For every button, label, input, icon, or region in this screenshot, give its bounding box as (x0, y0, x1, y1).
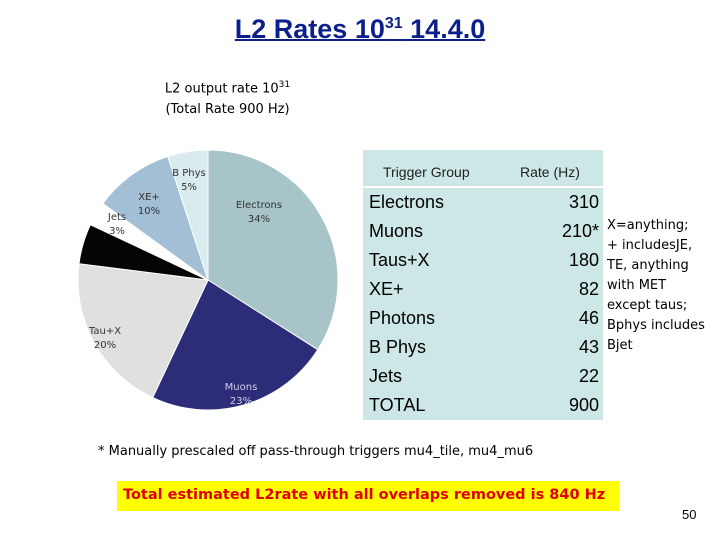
page-number: 50 (682, 507, 697, 522)
pie-slice-b-phys (167, 149, 209, 281)
pie-slice-muons (151, 279, 319, 411)
slide-title-base: L2 Rates 10 (234, 14, 385, 44)
pie-label-percent: 34% (248, 214, 270, 225)
pie-chart: Electrons 34% Muons 23% Tau+X 20% Jets 3% XE+ 10%… (77, 149, 339, 411)
table-row: Jets 22 (363, 366, 603, 395)
pie-label-jets: Jets 3% (107, 212, 126, 237)
note-line: with MET (607, 278, 667, 293)
trigger-group-cell: Photons (369, 308, 436, 328)
pie-label-name: Tau+X (88, 326, 121, 337)
chart-title-line1: L2 output rate 1031 (120, 75, 335, 99)
chart-title: L2 output rate 1031 (Total Rate 900 Hz) (120, 75, 335, 120)
pie-slice-xe- (102, 155, 209, 282)
trigger-group-cell: Muons (369, 221, 424, 241)
pie-label-tau-x: Tau+X 20% (88, 326, 121, 351)
pie-label-percent: 20% (94, 340, 116, 351)
rate-cell: 22 (578, 366, 599, 386)
note-line: Bjet (607, 338, 633, 353)
pie-label-percent: 5% (181, 182, 197, 193)
note-line: X=anything; (607, 218, 689, 233)
table-row: XE+ 82 (363, 279, 603, 308)
table-divider (363, 186, 603, 188)
slide-title-exponent: 31 (384, 15, 403, 32)
pie-label-percent: 23% (230, 396, 252, 407)
table-row: Electrons 310 (363, 192, 603, 221)
table-row: Muons 210* (363, 221, 603, 250)
rate-cell: 180 (568, 250, 599, 270)
pie-label-xe-: XE+ 10% (138, 192, 160, 217)
rate-cell: 82 (578, 279, 599, 299)
note-line: TE, anything (607, 258, 689, 273)
slide-title-text: L2 Rates 1031 14.4.0 (235, 14, 485, 44)
table-row: Taus+X 180 (363, 250, 603, 279)
rate-cell: 43 (578, 337, 599, 357)
pie-label-name: Electrons (236, 200, 282, 211)
pie-label-name: Muons (225, 382, 258, 393)
note-line: except taus; (607, 298, 688, 313)
highlight-box: Total estimated L2rate with all overlaps… (117, 481, 619, 511)
rate-table: Trigger Group Rate (Hz) Electrons 310 Muon… (363, 150, 603, 420)
slide-title: L2 Rates 1031 14.4.0 (0, 14, 720, 45)
pie-slice-electrons (207, 149, 339, 351)
note-line: Bphys includes (607, 318, 705, 333)
trigger-group-cell: Taus+X (369, 250, 430, 270)
pie-label-b-phys: B Phys 5% (172, 168, 206, 193)
table-row: TOTAL 900 (363, 395, 603, 424)
trigger-group-cell: XE+ (369, 279, 404, 299)
pie-slice-tau-x (77, 263, 209, 399)
pie-label-name: B Phys (172, 168, 206, 179)
pie-label-name: XE+ (138, 192, 160, 203)
trigger-group-cell: Electrons (369, 192, 445, 212)
trigger-group-cell: TOTAL (369, 395, 426, 415)
trigger-group-cell: Jets (369, 366, 403, 386)
pie-label-muons: Muons 23% (225, 382, 258, 407)
trigger-note: X=anything; + includesJE, TE, anything with… (607, 216, 719, 356)
chart-title-line1-exponent: 31 (278, 80, 291, 90)
table-row: Photons 46 (363, 308, 603, 337)
chart-title-line1-base: L2 output rate 10 (164, 81, 279, 97)
pie-label-name: Jets (107, 212, 126, 223)
table-row: B Phys 43 (363, 337, 603, 366)
note-line: + includesJE, (607, 238, 693, 253)
rate-cell: 210* (561, 221, 599, 241)
rate-cell: 46 (578, 308, 599, 328)
highlight-text: Total estimated L2rate with all overlaps… (123, 487, 606, 503)
slide-title-tail: 14.4.0 (402, 14, 486, 44)
trigger-group-cell: B Phys (369, 337, 427, 357)
pie-label-electrons: Electrons 34% (236, 200, 282, 225)
header-trigger-group: Trigger Group (383, 164, 470, 180)
footnote: * Manually prescaled off pass-through tr… (98, 444, 534, 459)
chart-title-line2: (Total Rate 900 Hz) (165, 102, 290, 118)
header-rate: Rate (Hz) (520, 164, 580, 180)
pie-label-percent: 3% (109, 226, 125, 237)
rate-cell: 310 (568, 192, 599, 212)
pie-label-percent: 10% (138, 206, 160, 217)
rate-cell: 900 (568, 395, 599, 415)
